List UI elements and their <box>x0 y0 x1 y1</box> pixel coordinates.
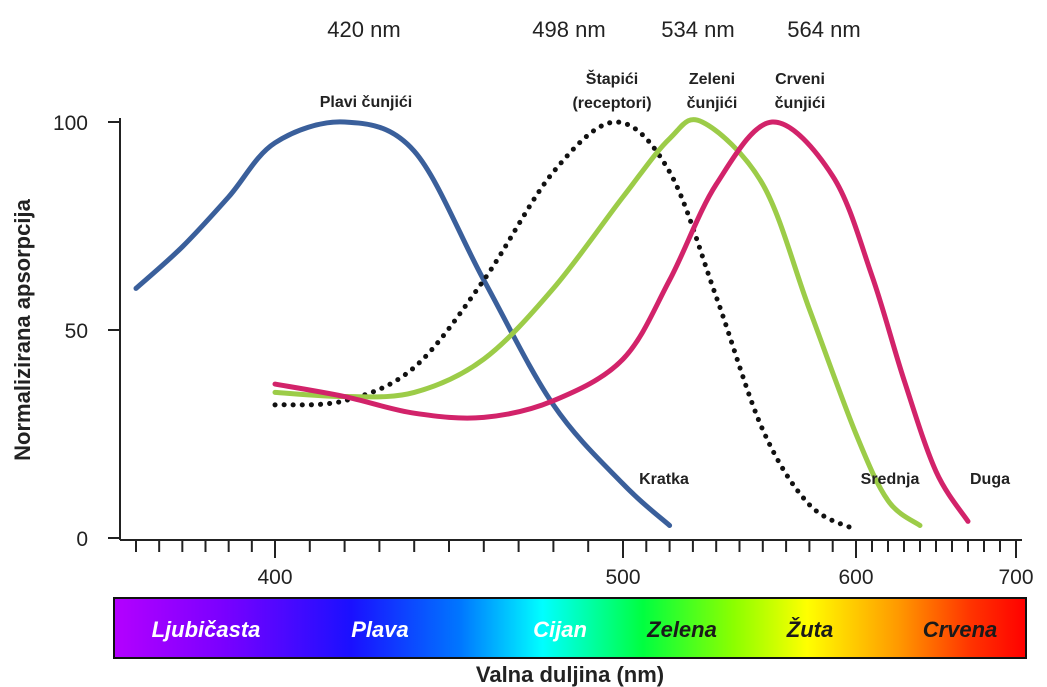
series-red-cones <box>272 119 971 524</box>
label-red-cones-line1: Crveni <box>775 71 825 88</box>
x-axis: 400 500 600 700 <box>120 539 1034 589</box>
label-rods-line1: Štapići <box>586 69 638 88</box>
series-green-cones <box>272 117 923 529</box>
label-green-cones-line2: čunjići <box>687 95 738 112</box>
x-axis-title: Valna duljina (nm) <box>476 662 664 687</box>
series-blue-cones <box>133 119 673 529</box>
spectrum-label-green: Zelena <box>646 617 717 642</box>
label-short: Kratka <box>639 471 689 488</box>
x-tick-label-500: 500 <box>605 566 640 589</box>
label-medium: Srednja <box>861 471 920 488</box>
label-red-cones-line2: čunjići <box>775 95 826 112</box>
series-rods <box>272 119 859 533</box>
y-axis: 100 50 0 Normalizirana apsorpcija <box>10 112 121 551</box>
spectrum-gradient <box>113 597 1027 659</box>
spectrum-label-violet: Ljubičasta <box>152 617 261 642</box>
x-tick-label-400: 400 <box>257 566 292 589</box>
x-minor-ticks <box>135 540 1017 558</box>
y-tick-label-50: 50 <box>65 320 88 343</box>
y-axis-title: Normalizirana apsorpcija <box>10 198 35 460</box>
curve-labels: Plavi čunjići Štapići (receptori) Zeleni… <box>320 69 1010 488</box>
label-rods-line2: (receptori) <box>572 95 651 112</box>
label-green-cones-line1: Zeleni <box>689 71 735 88</box>
x-tick-label-700: 700 <box>998 566 1033 589</box>
peak-labels: 420 nm 498 nm 534 nm 564 nm <box>327 17 860 42</box>
spectrum-label-cyan: Cijan <box>533 617 587 642</box>
series-layer <box>133 117 971 533</box>
y-tick-label-100: 100 <box>53 112 88 135</box>
label-long: Duga <box>970 471 1010 488</box>
peak-label-564: 564 nm <box>787 17 860 42</box>
peak-label-534: 534 nm <box>661 17 734 42</box>
y-tick-label-0: 0 <box>76 528 88 551</box>
spectrum-label-yellow: Žuta <box>786 617 833 642</box>
peak-label-420: 420 nm <box>327 17 400 42</box>
color-spectrum-bar: Ljubičasta Plava Cijan Zelena Žuta Crven… <box>113 597 1027 659</box>
spectrum-label-red: Crvena <box>923 617 998 642</box>
spectrum-label-blue: Plava <box>351 617 409 642</box>
label-blue-cones: Plavi čunjići <box>320 94 412 111</box>
peak-label-498: 498 nm <box>532 17 605 42</box>
x-tick-label-600: 600 <box>838 566 873 589</box>
